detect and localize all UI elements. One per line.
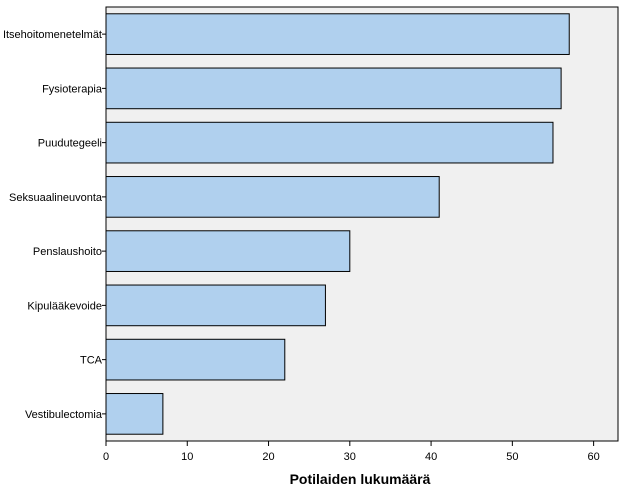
x-tick-label-2: 20 bbox=[262, 451, 274, 463]
category-label-5: Kipulääkevoide bbox=[27, 300, 102, 312]
category-label-1: Fysioterapia bbox=[42, 83, 103, 95]
category-ticks-group: Itsehoitomenetelmät Fysioterapia Puudutege… bbox=[3, 29, 106, 421]
category-label-7: Vestibulectomia bbox=[25, 409, 103, 421]
category-label-3: Seksuaalineuvonta bbox=[9, 192, 103, 204]
category-label-2: Puudutegeeli bbox=[38, 138, 102, 150]
bars-group bbox=[105, 13, 570, 435]
x-ticks-group: 0 10 20 30 40 50 60 bbox=[103, 441, 600, 463]
x-axis-title: Potilaiden lukumäärä bbox=[290, 471, 431, 487]
category-label-0: Itsehoitomenetelmät bbox=[3, 29, 102, 41]
bar-2 bbox=[105, 121, 554, 164]
category-label-4: Penslaushoito bbox=[33, 246, 102, 258]
x-tick-label-4: 40 bbox=[425, 451, 437, 463]
x-tick-label-0: 0 bbox=[103, 451, 109, 463]
bar-7 bbox=[105, 393, 164, 435]
bar-4 bbox=[105, 230, 351, 272]
x-tick-label-5: 50 bbox=[506, 451, 518, 463]
bar-5 bbox=[105, 284, 326, 327]
bar-0 bbox=[105, 13, 570, 55]
x-tick-label-1: 10 bbox=[181, 451, 193, 463]
bar-6 bbox=[105, 338, 286, 381]
x-tick-label-3: 30 bbox=[344, 451, 356, 463]
bar-1 bbox=[105, 67, 562, 110]
x-tick-label-6: 60 bbox=[587, 451, 599, 463]
category-label-6: TCA bbox=[80, 355, 103, 367]
bar-3 bbox=[105, 176, 440, 218]
